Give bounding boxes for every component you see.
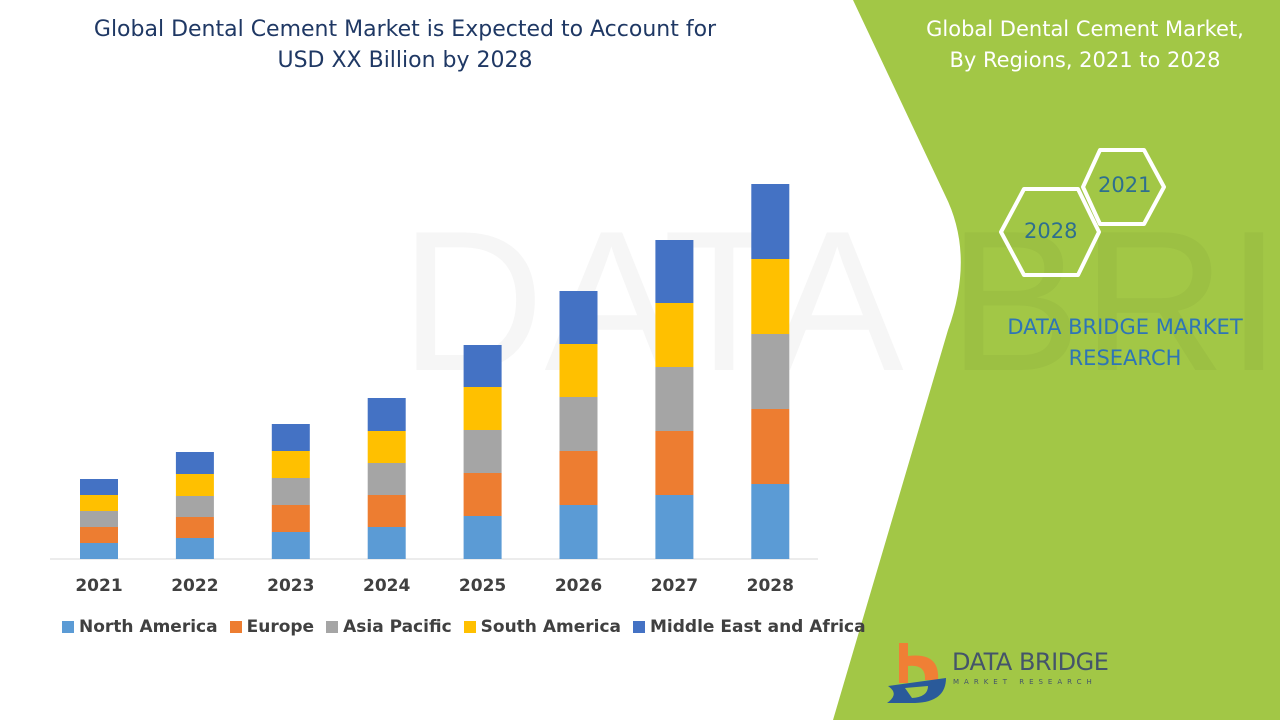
- bar-segment-2025-north-america: [463, 516, 502, 559]
- bar-segment-2025-europe: [463, 473, 502, 516]
- bar-segment-2022-north-america: [175, 538, 214, 559]
- bar-segment-2021-europe: [80, 527, 118, 543]
- bar-segment-2027-asia-pacific: [655, 367, 694, 431]
- legend-label: Asia Pacific: [343, 617, 452, 637]
- x-tick-label: 2028: [746, 576, 794, 596]
- logo-name: DATA BRIDGE: [952, 648, 1109, 676]
- legend-item: North America: [62, 617, 218, 637]
- legend: North America Europe Asia Pacific South Ame…: [62, 617, 866, 637]
- bar-segment-2024-europe: [367, 495, 406, 527]
- hexagon-2028-icon: [999, 187, 1101, 277]
- legend-swatch: [463, 621, 476, 633]
- bar-segment-2022-europe: [175, 517, 214, 538]
- brand-line-1: DATA BRIDGE MARKET: [1007, 315, 1243, 339]
- chart-title: Global Dental Cement Market is Expected …: [60, 14, 750, 76]
- legend-label: Middle East and Africa: [650, 617, 866, 637]
- legend-label: North America: [79, 617, 218, 637]
- x-tick-label: 2025: [458, 576, 507, 596]
- bar-segment-2022-middle-east-and-africa: [175, 452, 214, 474]
- green-side-panel: [833, 0, 1280, 720]
- legend-item: Middle East and Africa: [633, 617, 866, 637]
- legend-label: South America: [480, 617, 621, 637]
- bar-segment-2024-south-america: [367, 431, 406, 463]
- title-line-1: Global Dental Cement Market is Expected …: [93, 17, 717, 42]
- x-tick-label: 2022: [171, 576, 219, 596]
- legend-item: South America: [463, 617, 621, 637]
- bar-segment-2025-asia-pacific: [463, 430, 502, 473]
- bar-segment-2026-south-america: [559, 344, 598, 397]
- x-tick-label: 2027: [650, 576, 699, 596]
- bar-segment-2024-north-america: [367, 527, 406, 559]
- x-tick-label: 2021: [75, 576, 123, 596]
- bar-segment-2024-middle-east-and-africa: [367, 398, 406, 431]
- bar-segment-2027-north-america: [655, 495, 694, 559]
- bar-segment-2026-asia-pacific: [559, 397, 598, 451]
- bar-segment-2021-asia-pacific: [80, 511, 118, 527]
- legend-swatch: [633, 621, 645, 633]
- side-title-line-1: Global Dental Cement Market,: [926, 17, 1244, 41]
- data-bridge-logo-icon: [887, 643, 946, 703]
- x-tick-label: 2024: [363, 576, 411, 596]
- legend-item: Europe: [229, 617, 315, 637]
- bars: [80, 184, 790, 559]
- x-tick-label: 2026: [554, 576, 603, 596]
- legend-swatch: [62, 621, 74, 633]
- bar-segment-2021-south-america: [80, 495, 118, 511]
- bar-segment-2022-asia-pacific: [175, 496, 214, 517]
- bar-segment-2023-middle-east-and-africa: [271, 424, 310, 451]
- hex-label-2028: 2028: [1024, 219, 1078, 243]
- legend-swatch: [229, 621, 242, 633]
- bar-segment-2026-north-america: [559, 505, 598, 559]
- legend-label: Europe: [246, 617, 315, 637]
- bar-segment-2028-europe: [751, 409, 790, 484]
- bar-segment-2023-europe: [271, 505, 310, 532]
- brand-text: DATA BRIDGE MARKET RESEARCH: [985, 312, 1265, 374]
- side-title-line-2: By Regions, 2021 to 2028: [949, 48, 1221, 72]
- bar-segment-2023-south-america: [271, 451, 310, 478]
- bar-segment-2028-south-america: [751, 259, 790, 334]
- bar-segment-2027-europe: [655, 431, 694, 495]
- bar-segment-2028-north-america: [751, 484, 790, 559]
- logo-tagline: MARKET RESEARCH: [953, 678, 1097, 686]
- bar-segment-2026-middle-east-and-africa: [559, 291, 598, 344]
- bar-segment-2028-middle-east-and-africa: [751, 184, 790, 259]
- hexagon-2021-icon: [1081, 148, 1166, 226]
- bar-segment-2023-asia-pacific: [271, 478, 310, 505]
- hex-label-2021: 2021: [1098, 173, 1152, 197]
- side-title: Global Dental Cement Market, By Regions,…: [905, 14, 1265, 76]
- x-tick-label: 2023: [267, 576, 315, 596]
- bar-segment-2023-north-america: [271, 532, 310, 559]
- title-line-2: USD XX Billion by 2028: [277, 48, 533, 73]
- legend-item: Asia Pacific: [326, 617, 452, 637]
- bar-segment-2028-asia-pacific: [751, 334, 790, 409]
- watermark: DATA BRIDGE: [400, 190, 1280, 413]
- brand-line-2: RESEARCH: [1068, 346, 1182, 370]
- bar-segment-2021-north-america: [80, 543, 118, 559]
- bar-segment-2024-asia-pacific: [367, 463, 406, 495]
- bar-segment-2025-south-america: [463, 387, 502, 430]
- bar-segment-2025-middle-east-and-africa: [463, 345, 502, 387]
- bar-segment-2021-middle-east-and-africa: [80, 479, 118, 495]
- bar-segment-2027-middle-east-and-africa: [655, 240, 694, 303]
- bar-segment-2026-europe: [559, 451, 598, 505]
- bar-segment-2027-south-america: [655, 303, 694, 367]
- bar-segment-2022-south-america: [175, 474, 214, 496]
- legend-swatch: [326, 621, 339, 633]
